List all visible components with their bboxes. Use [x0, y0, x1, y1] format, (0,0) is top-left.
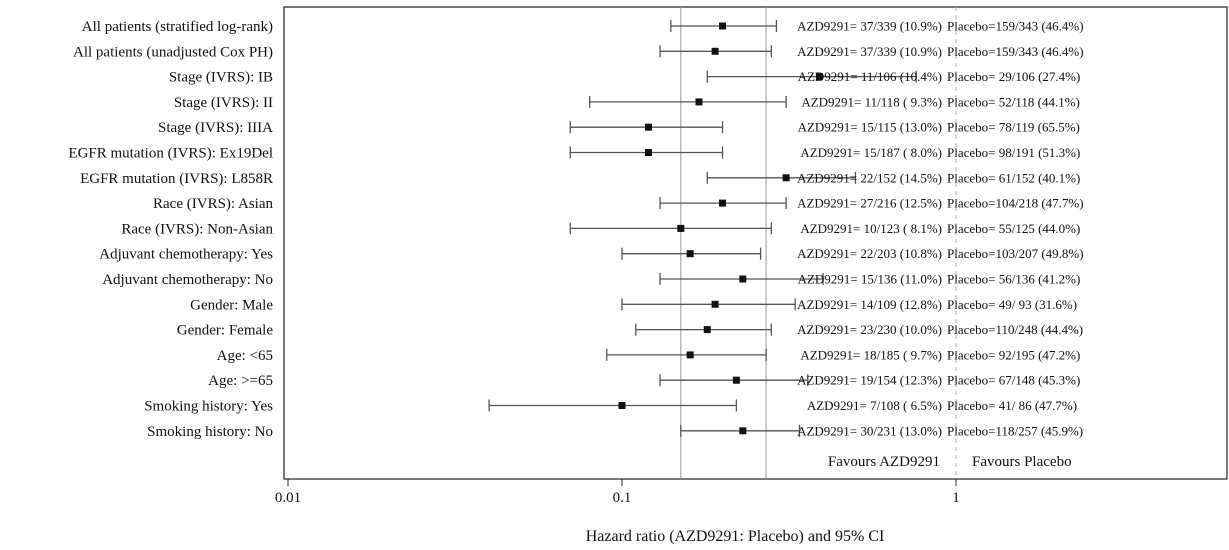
hazard-ratio-marker	[815, 73, 823, 81]
row-label: Age: >=65	[208, 373, 273, 389]
hazard-ratio-marker	[644, 149, 652, 156]
hazard-ratio-marker	[677, 224, 685, 232]
hazard-ratio-marker	[719, 22, 727, 30]
row-label: EGFR mutation (IVRS): Ex19Del	[68, 146, 273, 162]
favours-azd9291-label: Favours AZD9291	[828, 454, 940, 470]
hazard-ratio-marker	[711, 47, 719, 55]
x-tick-label: 1	[952, 490, 960, 506]
placebo-count: Placebo= 52/118 (44.1%)	[947, 94, 1080, 109]
hazard-ratio-marker	[686, 250, 694, 258]
forest-row: EGFR mutation (IVRS): Ex19Del AZD9291= 15…	[68, 145, 1080, 162]
azd9291-count: AZD9291= 11/106 (10.4%)	[798, 69, 942, 84]
azd9291-count: AZD9291= 30/231 (13.0%)	[797, 423, 942, 438]
hazard-ratio-marker	[782, 174, 790, 182]
forest-row: All patients (unadjusted Cox PH) AZD9291=…	[73, 44, 1084, 61]
hazard-ratio-marker	[719, 199, 727, 207]
azd9291-count: AZD9291= 11/118 ( 9.3%)	[801, 94, 942, 109]
x-axis: 0.01 0.1 1	[275, 479, 960, 506]
forest-row: Stage (IVRS): IB AZD9291= 11/106 (10.4%) P…	[169, 69, 1081, 86]
azd9291-count: AZD9291= 23/230 (10.0%)	[797, 322, 942, 337]
x-axis-title: Hazard ratio (AZD9291: Placebo) and 95% …	[586, 528, 885, 545]
hazard-ratio-marker	[644, 123, 652, 131]
row-label: Stage (IVRS): IB	[169, 70, 273, 86]
forest-row: Gender: Male AZD9291= 14/109 (12.8%) Place…	[190, 297, 1077, 314]
favours-placebo-label: Favours Placebo	[972, 454, 1072, 470]
forest-row: Race (IVRS): Non-Asian AZD9291= 10/123 ( …	[121, 221, 1080, 238]
hazard-ratio-marker	[618, 402, 626, 409]
row-label: Gender: Female	[177, 323, 274, 339]
placebo-count: Placebo= 61/152 (40.1%)	[947, 170, 1080, 185]
azd9291-count: AZD9291= 15/115 (13.0%)	[798, 120, 942, 135]
placebo-count: Placebo= 98/191 (51.3%)	[947, 145, 1080, 160]
hazard-ratio-marker	[711, 300, 719, 308]
forest-row: Stage (IVRS): IIIA AZD9291= 15/115 (13.0%…	[158, 120, 1080, 137]
row-label: Adjuvant chemotherapy: No	[102, 272, 273, 288]
plot-frame	[283, 6, 1228, 480]
forest-row: Adjuvant chemotherapy: No AZD9291= 15/136…	[102, 272, 1080, 289]
row-label: Race (IVRS): Asian	[153, 196, 273, 212]
row-label: Race (IVRS): Non-Asian	[121, 221, 273, 237]
forest-rows: All patients (stratified log-rank) AZD929…	[68, 19, 1083, 440]
row-label: Smoking history: No	[147, 424, 273, 440]
row-label: Age: <65	[217, 348, 273, 364]
placebo-count: Placebo=110/248 (44.4%)	[947, 322, 1083, 337]
azd9291-count: AZD9291= 37/339 (10.9%)	[797, 44, 942, 59]
forest-row: Smoking history: No AZD9291= 30/231 (13.0…	[147, 423, 1083, 440]
azd9291-count: AZD9291= 7/108 ( 6.5%)	[807, 398, 942, 413]
x-tick-label: 0.01	[275, 490, 301, 506]
placebo-count: Placebo=159/343 (46.4%)	[947, 44, 1084, 59]
forest-row: Adjuvant chemotherapy: Yes AZD9291= 22/20…	[99, 246, 1083, 263]
forest-row: Stage (IVRS): II AZD9291= 11/118 ( 9.3%) P…	[174, 94, 1080, 111]
azd9291-count: AZD9291= 22/152 (14.5%)	[797, 170, 942, 185]
forest-row: Age: <65 AZD9291= 18/185 ( 9.7%) Placebo= …	[217, 347, 1081, 364]
azd9291-count: AZD9291= 15/187 ( 8.0%)	[800, 145, 942, 160]
row-label: Gender: Male	[190, 297, 273, 313]
row-label: All patients (unadjusted Cox PH)	[73, 44, 273, 60]
azd9291-count: AZD9291= 18/185 ( 9.7%)	[800, 347, 942, 362]
placebo-count: Placebo= 41/ 86 (47.7%)	[947, 398, 1077, 413]
placebo-count: Placebo= 55/125 (44.0%)	[947, 221, 1080, 236]
row-label: All patients (stratified log-rank)	[82, 19, 273, 35]
azd9291-count: AZD9291= 14/109 (12.8%)	[797, 297, 942, 312]
placebo-count: Placebo= 56/136 (41.2%)	[947, 272, 1080, 287]
forest-row: Gender: Female AZD9291= 23/230 (10.0%) Pla…	[177, 322, 1083, 339]
placebo-count: Placebo= 92/195 (47.2%)	[947, 347, 1080, 362]
hazard-ratio-marker	[739, 275, 747, 283]
hazard-ratio-marker	[695, 98, 703, 106]
azd9291-count: AZD9291= 15/136 (11.0%)	[798, 272, 942, 287]
forest-row: Race (IVRS): Asian AZD9291= 27/216 (12.5%…	[153, 196, 1084, 213]
placebo-count: Placebo=104/218 (47.7%)	[947, 196, 1084, 211]
hazard-ratio-marker	[686, 351, 694, 359]
forest-row: EGFR mutation (IVRS): L858R AZD9291= 22/1…	[80, 170, 1080, 187]
placebo-count: Placebo= 67/148 (45.3%)	[947, 373, 1080, 388]
placebo-count: Placebo=118/257 (45.9%)	[947, 423, 1083, 438]
azd9291-count: AZD9291= 19/154 (12.3%)	[797, 373, 942, 388]
row-label: Adjuvant chemotherapy: Yes	[99, 247, 273, 263]
hazard-ratio-marker	[703, 326, 711, 334]
placebo-count: Placebo=159/343 (46.4%)	[947, 19, 1084, 34]
row-label: Stage (IVRS): IIIA	[158, 120, 273, 136]
placebo-count: Placebo= 78/119 (65.5%)	[947, 120, 1080, 135]
placebo-count: Placebo= 49/ 93 (31.6%)	[947, 297, 1077, 312]
azd9291-count: AZD9291= 22/203 (10.8%)	[797, 246, 942, 261]
placebo-count: Placebo=103/207 (49.8%)	[947, 246, 1084, 261]
row-label: Stage (IVRS): II	[174, 95, 273, 111]
forest-row: Smoking history: Yes AZD9291= 7/108 ( 6.5…	[144, 398, 1077, 415]
row-label: Smoking history: Yes	[144, 399, 273, 415]
forest-row: All patients (stratified log-rank) AZD929…	[82, 19, 1084, 36]
azd9291-count: AZD9291= 10/123 ( 8.1%)	[800, 221, 942, 236]
reference-band	[680, 7, 767, 479]
placebo-count: Placebo= 29/106 (27.4%)	[947, 69, 1080, 84]
hazard-ratio-marker	[739, 427, 747, 435]
row-label: EGFR mutation (IVRS): L858R	[80, 171, 273, 187]
azd9291-count: AZD9291= 37/339 (10.9%)	[797, 19, 942, 34]
x-tick-label: 0.1	[613, 490, 632, 506]
forest-row: Age: >=65 AZD9291= 19/154 (12.3%) Placebo=…	[208, 373, 1080, 390]
hazard-ratio-marker	[732, 376, 740, 384]
azd9291-count: AZD9291= 27/216 (12.5%)	[797, 196, 942, 211]
